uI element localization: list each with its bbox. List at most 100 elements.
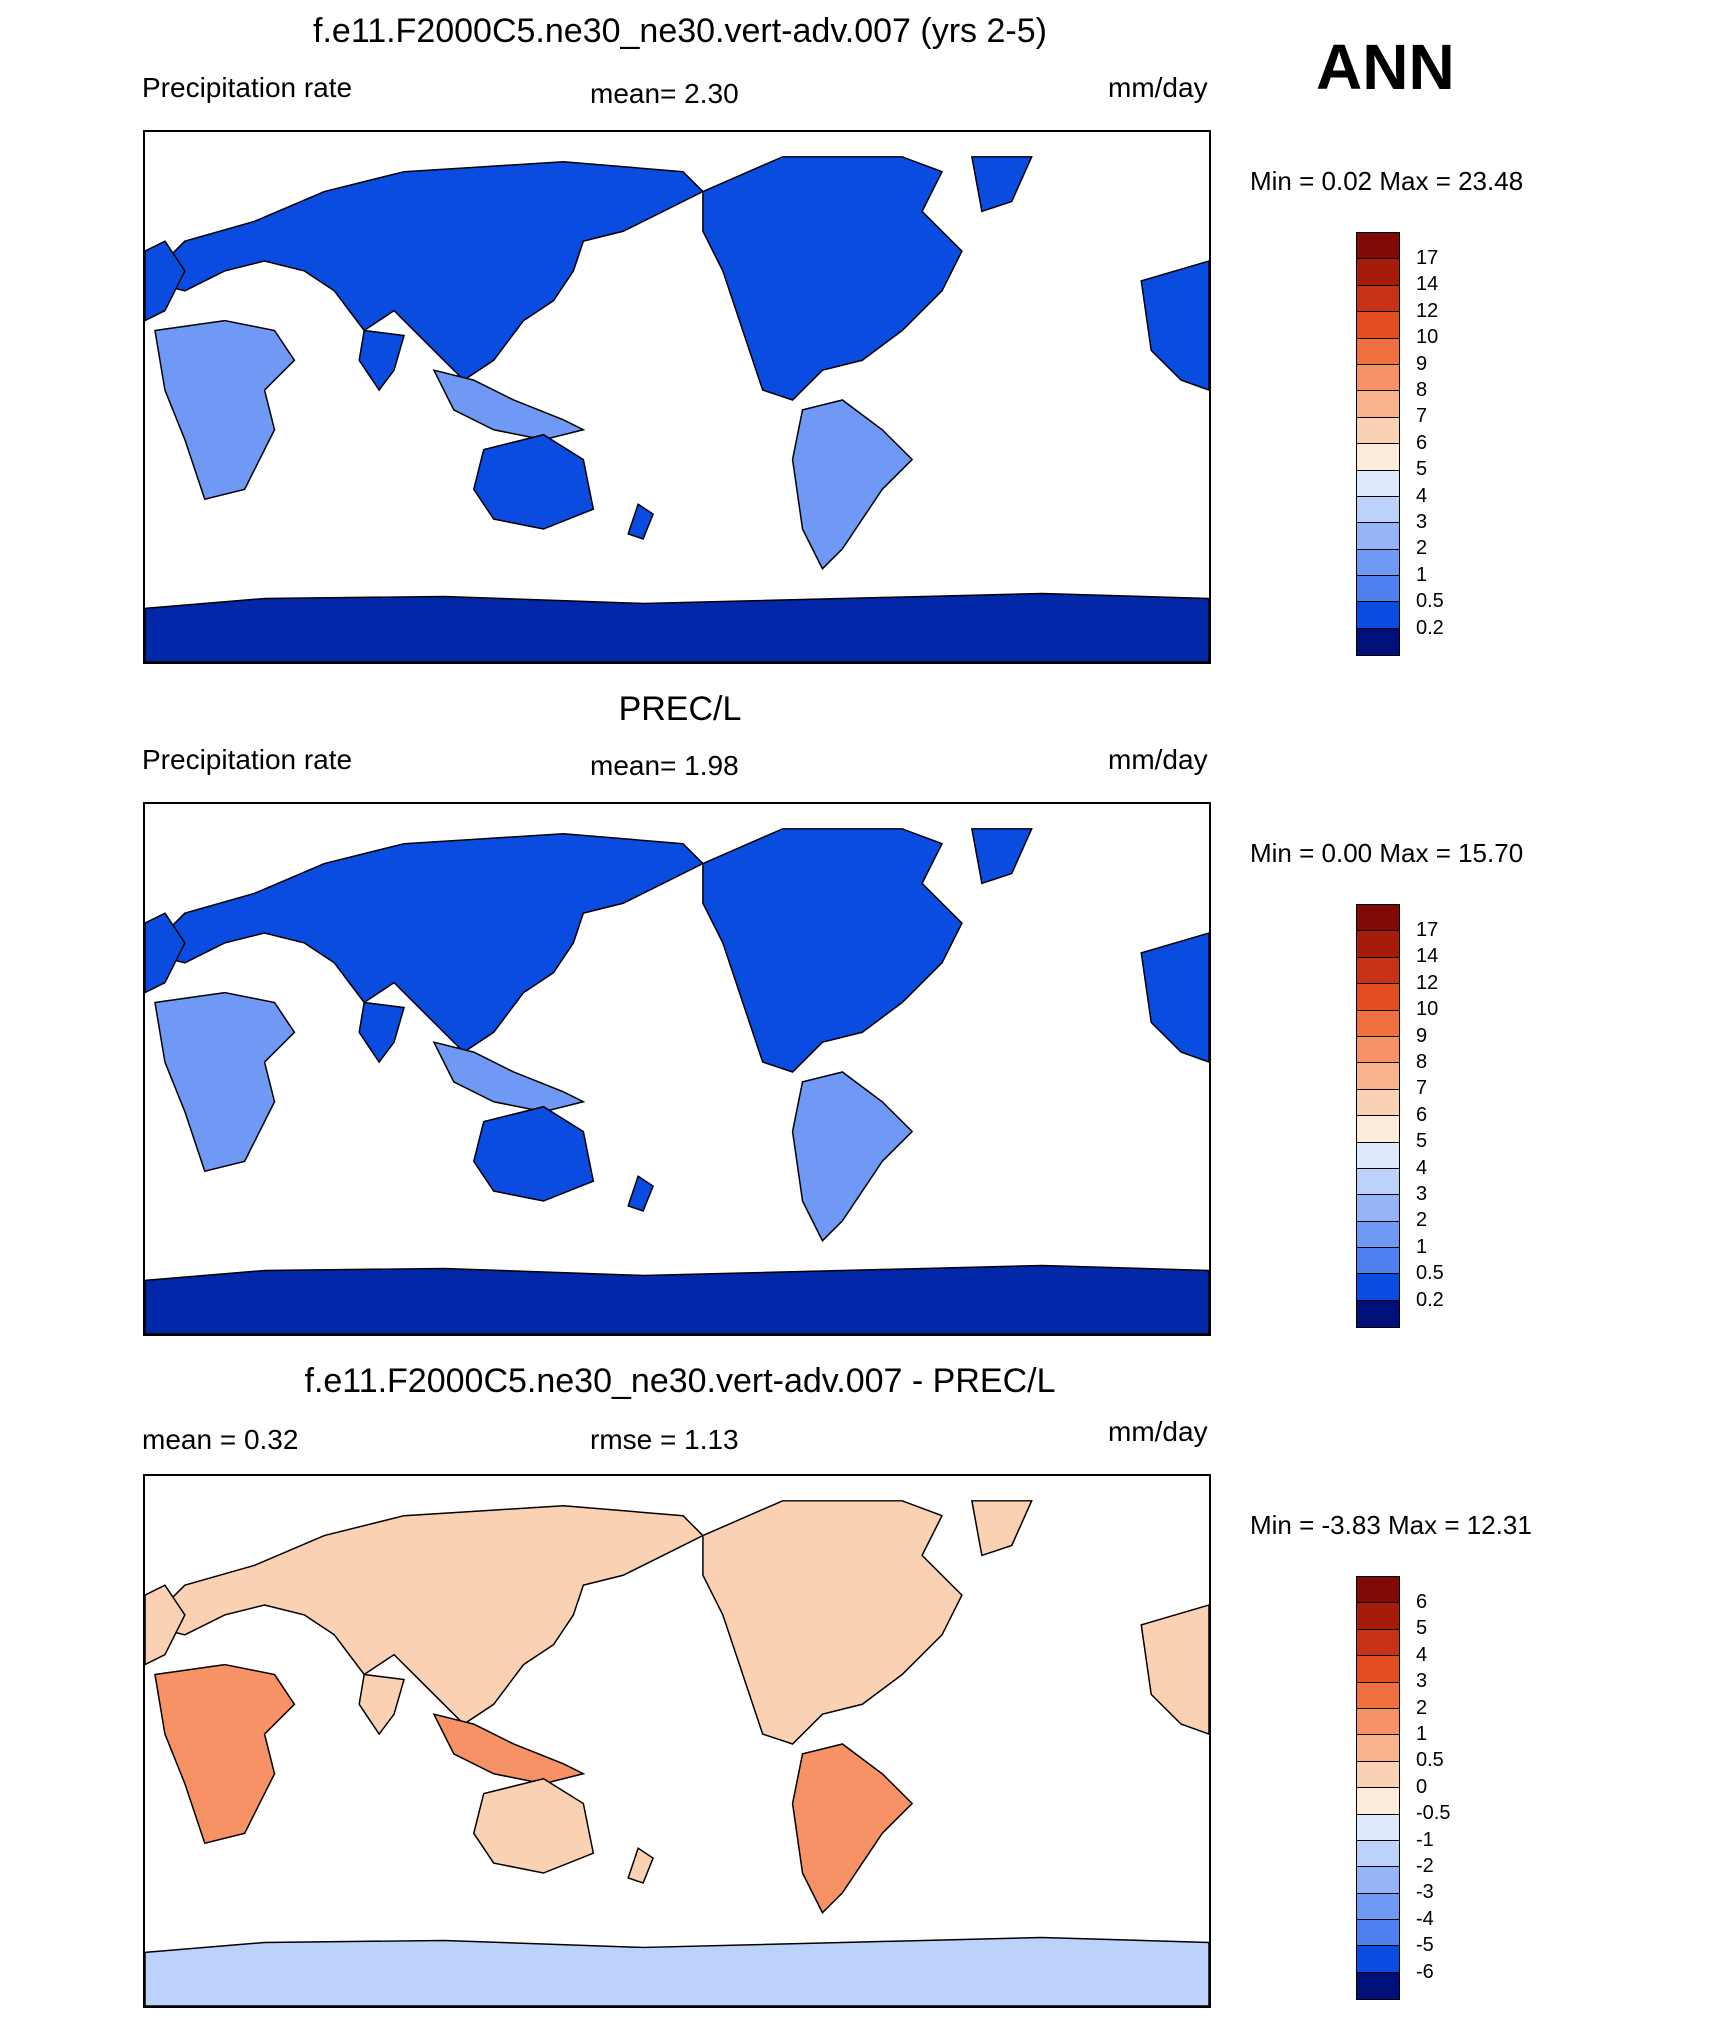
panel-3-rmse-label: rmse = 1.13	[590, 1424, 739, 1455]
colorbar-box	[1357, 259, 1399, 286]
colorbar-box	[1357, 1840, 1399, 1868]
continent-shape	[970, 156, 1033, 213]
colorbar-label: 0.2	[1416, 1288, 1444, 1311]
continent-shape	[1140, 1604, 1209, 1735]
continent-shape	[145, 1584, 186, 1666]
colorbar-label: 1	[1416, 1235, 1428, 1258]
panel-2-mean-label: mean= 1.98	[590, 750, 739, 781]
panel-3-minmax: Min = -3.83 Max = 12.31	[1250, 1510, 1532, 1540]
continent-shape	[145, 1505, 705, 1726]
colorbar-box	[1357, 931, 1399, 958]
colorbar-box	[1357, 1867, 1399, 1894]
colorbar-box	[1357, 1656, 1399, 1683]
colorbar-box	[1357, 1010, 1399, 1037]
continent-shape	[145, 592, 1209, 662]
colorbar-label: 5	[1416, 1130, 1428, 1153]
continent-shape	[970, 828, 1033, 885]
continent-shape	[145, 1936, 1209, 2006]
panel-1-map	[143, 130, 1211, 664]
colorbar-label: -5	[1416, 1934, 1434, 1957]
panel-1-colorbar	[1356, 232, 1400, 657]
colorbar-label: 17	[1416, 919, 1439, 941]
colorbar-box	[1357, 1893, 1399, 1921]
panel-2-units-label: mm/day	[1108, 744, 1208, 775]
season-label: ANN	[1316, 31, 1455, 103]
colorbar-label: -0.5	[1416, 1802, 1451, 1825]
continent-shape	[791, 399, 914, 570]
continent-shape	[791, 1743, 914, 1914]
panel-2-map	[143, 802, 1211, 1336]
colorbar-label: 0.5	[1416, 1262, 1444, 1285]
colorbar-box	[1357, 1946, 1399, 1973]
panel-1-mean-label: mean= 2.30	[590, 78, 739, 109]
colorbar-box	[1357, 523, 1399, 550]
panel-2-title: PREC/L	[618, 690, 742, 728]
continent-shape	[970, 1500, 1033, 1557]
continent-shape	[472, 1777, 595, 1874]
panel-3-map	[143, 1474, 1211, 2008]
panel-1-map-svg	[145, 156, 1209, 662]
colorbar-box	[1357, 1089, 1399, 1117]
colorbar-box	[1357, 1629, 1399, 1657]
continent-shape	[627, 1175, 655, 1212]
colorbar-label: 10	[1416, 326, 1439, 349]
continent-shape	[145, 912, 186, 994]
panel-2-variable-label: Precipitation rate	[142, 744, 353, 775]
colorbar-box	[1357, 1142, 1399, 1169]
colorbar-box	[1357, 233, 1399, 260]
panel-2-minmax: Min = 0.00 Max = 15.70	[1250, 838, 1524, 868]
panel-3-title: f.e11.F2000C5.ne30_ne30.vert-adv.007 - P…	[304, 1362, 1056, 1400]
colorbar-label: 6	[1416, 1103, 1428, 1126]
colorbar-box	[1357, 1603, 1399, 1630]
panel-2-map-svg	[145, 828, 1209, 1334]
colorbar-label: -3	[1416, 1881, 1434, 1904]
continent-shape	[145, 161, 705, 382]
colorbar-label: 2	[1416, 1696, 1428, 1719]
colorbar-box	[1357, 1195, 1399, 1222]
panel-1-minmax: Min = 0.02 Max = 23.48	[1250, 166, 1524, 196]
colorbar-box	[1357, 1248, 1399, 1275]
colorbar-label: 8	[1416, 1051, 1428, 1073]
colorbar-box	[1357, 391, 1399, 418]
colorbar-label: 9	[1416, 1024, 1428, 1047]
colorbar-box	[1357, 470, 1399, 497]
continent-shape	[702, 828, 963, 1073]
colorbar-label: 14	[1416, 945, 1439, 968]
colorbar-box	[1357, 1036, 1399, 1064]
colorbar-label: 1	[1416, 1723, 1428, 1745]
continent-shape	[358, 1001, 405, 1064]
colorbar-label: 3	[1416, 1670, 1428, 1693]
panel-3-map-svg	[145, 1500, 1209, 2006]
colorbar-label: 0	[1416, 1775, 1428, 1798]
continent-shape	[145, 240, 186, 322]
continent-shape	[627, 503, 655, 540]
colorbar-box	[1357, 1116, 1399, 1143]
continent-shape	[702, 1500, 963, 1745]
continent-shape	[472, 1105, 595, 1202]
colorbar-box	[1357, 1577, 1399, 1604]
colorbar-label: 6	[1416, 1591, 1428, 1613]
colorbar-label: 14	[1416, 273, 1439, 296]
continent-shape	[145, 833, 705, 1054]
colorbar-box	[1357, 1972, 1399, 2000]
continent-shape	[145, 1264, 1209, 1334]
colorbar-box	[1357, 1920, 1399, 1947]
colorbar-box	[1357, 1735, 1399, 1762]
colorbar-box	[1357, 628, 1399, 656]
colorbar-box	[1357, 549, 1399, 577]
panel-1-variable-label: Precipitation rate	[142, 72, 353, 103]
colorbar-box	[1357, 1168, 1399, 1196]
colorbar-label: 10	[1416, 998, 1439, 1021]
continent-shape	[627, 1847, 655, 1884]
panel-3-mean-label: mean = 0.32	[142, 1424, 299, 1455]
colorbar-label: 4	[1416, 484, 1428, 507]
colorbar-box	[1357, 984, 1399, 1011]
colorbar-label: 12	[1416, 299, 1439, 322]
colorbar-label: -2	[1416, 1855, 1434, 1877]
colorbar-box	[1357, 957, 1399, 985]
colorbar-box	[1357, 1300, 1399, 1328]
panel-3-colorbar	[1356, 1576, 1400, 2001]
continent-shape	[432, 1041, 586, 1113]
colorbar-box	[1357, 1274, 1399, 1301]
colorbar-label: -1	[1416, 1828, 1434, 1851]
